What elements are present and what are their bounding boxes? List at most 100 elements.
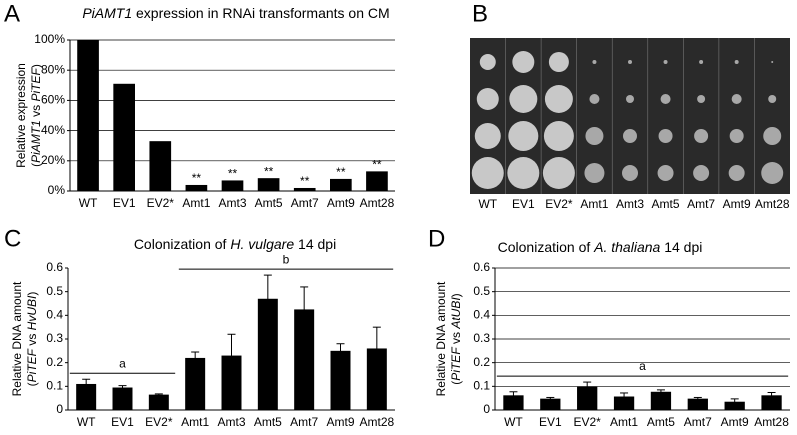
y-tick-label: 0.1	[473, 379, 490, 393]
bar	[77, 40, 99, 191]
bar	[293, 187, 316, 191]
text-part: 14 dpi	[660, 239, 702, 255]
bar	[148, 394, 169, 410]
text-part: PiAMT1	[29, 120, 43, 163]
y-tick-label: 20%	[41, 153, 65, 167]
y-tick-label: 0	[56, 402, 63, 416]
bar	[294, 309, 315, 410]
colony	[476, 88, 499, 110]
y-tick-label: 0.4	[46, 308, 63, 322]
colony	[761, 162, 784, 184]
colony	[663, 60, 668, 64]
text-part: (	[29, 163, 43, 167]
colony	[585, 127, 604, 145]
bar	[613, 396, 635, 410]
colony	[623, 129, 637, 143]
x-tick-label: Amt1	[181, 415, 209, 429]
y-tick-label: 40%	[41, 123, 65, 137]
y-tick-label: 0.5	[473, 284, 490, 298]
x-tick-label: WT	[77, 415, 96, 429]
x-tick-label: Amt3	[616, 197, 644, 211]
text-part: Colonization of	[134, 236, 231, 252]
x-tick-label: Amt7	[290, 415, 318, 429]
y-tick-label: 0.4	[473, 308, 490, 322]
text-part: )	[449, 293, 463, 297]
text-part: H. vulgare	[230, 236, 294, 252]
x-tick-label: Amt28	[755, 197, 790, 211]
x-tick-label: EV2*	[574, 415, 602, 429]
panel-letter: C	[4, 225, 21, 252]
x-tick-label: WT	[79, 196, 98, 210]
x-tick-label: EV2*	[545, 197, 573, 211]
colony	[694, 129, 709, 143]
y-axis-label: Relative DNA amount	[10, 281, 24, 396]
colony	[697, 95, 706, 103]
bar	[366, 171, 388, 191]
x-tick-label: Amt28	[359, 415, 394, 429]
significance-label: **	[300, 174, 310, 188]
chart-title: Colonization of A. thaliana 14 dpi	[498, 239, 703, 255]
colony	[542, 157, 575, 189]
y-tick-label: 0.5	[46, 284, 63, 298]
colony	[479, 54, 496, 70]
y-axis-label: (PiTEF vs HvUBI)	[25, 292, 39, 387]
text-part: vs	[449, 329, 463, 348]
colony	[584, 163, 605, 183]
x-tick-label: Amt5	[647, 415, 675, 429]
group-label: a	[639, 359, 646, 373]
colony	[734, 60, 739, 64]
colony	[771, 61, 774, 63]
text-part: 14 dpi	[294, 236, 336, 252]
colony	[657, 165, 674, 181]
y-tick-label: 0.1	[46, 379, 63, 393]
colony	[763, 127, 782, 145]
x-tick-label: Amt7	[291, 196, 319, 210]
significance-label: **	[192, 171, 202, 185]
colony	[626, 95, 634, 103]
x-tick-label: Amt9	[327, 196, 355, 210]
bar	[185, 357, 206, 410]
x-tick-label: Amt5	[254, 415, 282, 429]
text-part: Relative DNA amount	[434, 281, 448, 396]
bar	[76, 383, 97, 410]
x-tick-label: EV1	[113, 196, 136, 210]
colony	[693, 165, 710, 181]
bar	[366, 348, 387, 410]
x-tick-label: Amt1	[580, 197, 608, 211]
x-tick-label: Amt9	[721, 415, 749, 429]
y-tick-label: 100%	[34, 32, 65, 46]
text-part: expression in RNAi transformants on CM	[132, 5, 390, 21]
bar	[113, 83, 135, 191]
y-tick-label: 60%	[41, 93, 65, 107]
x-tick-label: EV1	[539, 415, 562, 429]
group-label: a	[119, 356, 126, 370]
y-axis-label: (PiTEF vs AtUBI)	[449, 293, 463, 384]
colony	[731, 94, 742, 104]
y-tick-label: 0.2	[473, 355, 490, 369]
chart-title: PiAMT1 expression in RNAi transformants …	[82, 5, 389, 21]
colony	[548, 52, 569, 72]
colony	[508, 121, 539, 151]
group-label: b	[283, 252, 290, 266]
x-tick-label: Amt28	[360, 196, 395, 210]
bar	[257, 178, 280, 191]
y-tick-label: 0.3	[46, 331, 63, 345]
panel-letter: B	[472, 0, 488, 27]
y-tick-label: 0.6	[46, 260, 63, 274]
text-part: (	[25, 382, 39, 386]
text-part: Relative expression	[14, 63, 28, 168]
y-tick-label: 0.3	[473, 331, 490, 345]
bar	[687, 398, 708, 410]
text-part: )	[29, 64, 43, 68]
bar	[503, 395, 524, 410]
x-tick-label: Amt9	[326, 415, 354, 429]
x-tick-label: Amt28	[754, 415, 789, 429]
text-part: PiTEF	[449, 347, 463, 381]
y-tick-label: 0.2	[46, 355, 63, 369]
colony	[729, 129, 744, 143]
panel-letter: A	[4, 0, 20, 27]
x-tick-label: Amt7	[684, 415, 712, 429]
x-tick-label: Amt3	[217, 415, 245, 429]
bar	[330, 350, 351, 410]
